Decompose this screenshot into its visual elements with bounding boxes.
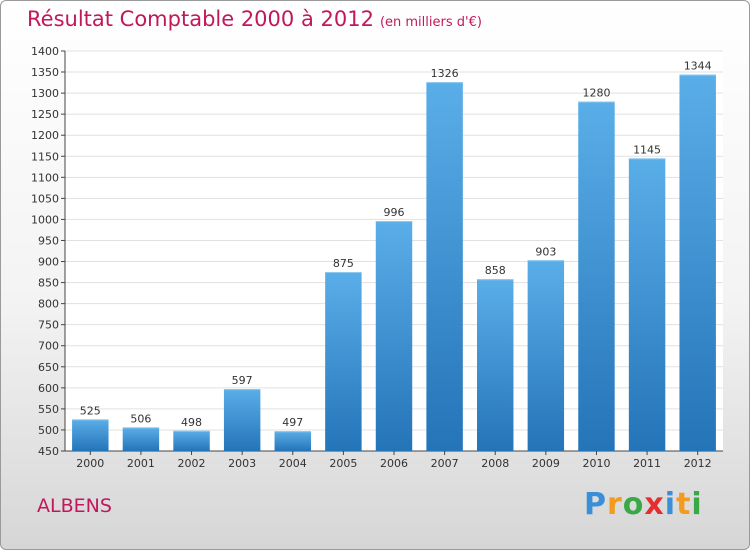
bar <box>274 431 311 451</box>
y-tick-label: 1400 <box>31 45 59 58</box>
y-tick-label: 500 <box>38 424 59 437</box>
x-tick-label: 2007 <box>431 457 459 470</box>
data-label: 996 <box>384 206 405 219</box>
proxiti-logo: Proxiti <box>584 487 703 522</box>
logo-letter: r <box>607 487 623 522</box>
x-tick-label: 2003 <box>228 457 256 470</box>
bar <box>527 260 565 451</box>
y-tick-label: 850 <box>38 277 59 290</box>
chart-subtitle: (en milliers d'€) <box>379 15 482 30</box>
y-tick-label: 1050 <box>31 192 59 205</box>
data-label: 875 <box>333 257 354 270</box>
y-tick-label: 1200 <box>31 129 59 142</box>
bar <box>122 427 160 451</box>
data-label: 1145 <box>633 143 661 156</box>
y-tick-label: 950 <box>38 234 59 247</box>
data-label: 498 <box>181 416 202 429</box>
data-label: 597 <box>232 374 253 387</box>
y-tick-label: 1000 <box>31 213 59 226</box>
bar <box>325 272 362 451</box>
x-tick-label: 2008 <box>481 457 509 470</box>
x-tick-label: 2012 <box>684 457 712 470</box>
y-tick-label: 1250 <box>31 108 59 121</box>
data-label: 506 <box>130 412 151 425</box>
chart-title-text: Résultat Comptable 2000 à 2012 <box>27 7 374 31</box>
y-tick-label: 1350 <box>31 66 59 79</box>
y-tick-label: 600 <box>38 382 59 395</box>
bar <box>375 221 413 451</box>
x-tick-label: 2009 <box>532 457 560 470</box>
bar <box>578 101 615 452</box>
logo-letter: P <box>584 487 607 522</box>
bar <box>628 158 666 452</box>
y-tick-label: 1100 <box>31 171 59 184</box>
logo-letter: i <box>691 487 703 522</box>
data-label: 497 <box>282 416 303 429</box>
y-tick-label: 650 <box>38 361 59 374</box>
data-label: 858 <box>485 264 506 277</box>
data-label: 1344 <box>684 60 712 73</box>
bar <box>223 389 261 451</box>
bar <box>679 74 716 451</box>
x-tick-label: 2011 <box>633 457 661 470</box>
bar <box>477 279 514 451</box>
y-tick-label: 550 <box>38 403 59 416</box>
logo-letter: t <box>676 487 692 522</box>
data-label: 1326 <box>431 67 459 80</box>
x-tick-label: 2006 <box>380 457 408 470</box>
y-tick-label: 700 <box>38 340 59 353</box>
bar <box>72 419 109 451</box>
x-tick-label: 2000 <box>76 457 104 470</box>
bar <box>173 430 210 451</box>
data-label: 1280 <box>582 87 610 100</box>
y-tick-label: 800 <box>38 298 59 311</box>
x-tick-label: 2004 <box>279 457 307 470</box>
bar <box>426 82 463 451</box>
x-tick-label: 2010 <box>582 457 610 470</box>
y-tick-label: 1150 <box>31 150 59 163</box>
x-tick-label: 2002 <box>178 457 206 470</box>
data-label: 903 <box>535 245 556 258</box>
y-tick-label: 1300 <box>31 87 59 100</box>
x-tick-label: 2005 <box>329 457 357 470</box>
logo-letter: o <box>622 487 645 522</box>
y-tick-label: 900 <box>38 256 59 269</box>
x-tick-label: 2001 <box>127 457 155 470</box>
logo-letter: i <box>664 487 677 522</box>
logo-letter: x <box>644 487 665 522</box>
place-name: ALBENS <box>37 495 112 517</box>
y-tick-label: 750 <box>38 319 59 332</box>
y-tick-label: 450 <box>38 445 59 458</box>
data-label: 525 <box>80 404 101 417</box>
chart-title: Résultat Comptable 2000 à 2012 (en millie… <box>27 7 482 31</box>
